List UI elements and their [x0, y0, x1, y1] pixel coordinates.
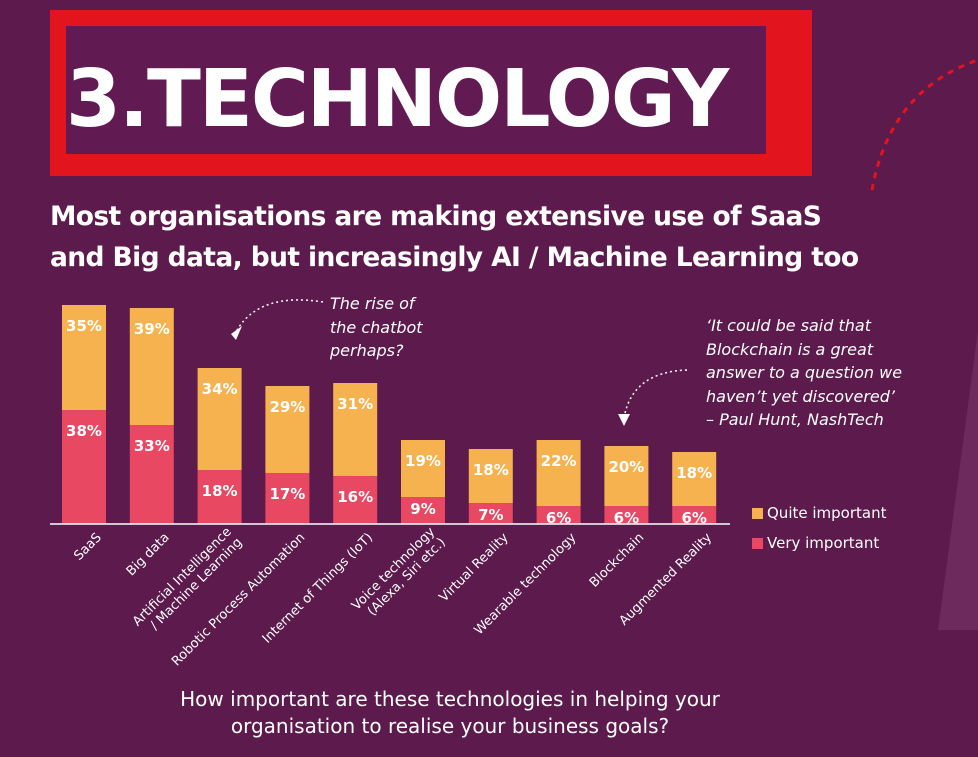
x-tick-label: SaaS: [71, 530, 105, 564]
bar-quite-important: [536, 440, 581, 506]
bar-very-important: [197, 470, 242, 524]
data-label-quite-important: 22%: [541, 452, 577, 470]
data-label-quite-important: 34%: [202, 380, 238, 398]
question-line: organisation to realise your business go…: [230, 714, 670, 738]
bar-very-important: [401, 497, 445, 524]
bar-very-important: [536, 506, 581, 524]
bar-very-important: [468, 503, 513, 524]
quote-line: Blockchain is a great: [706, 339, 874, 359]
bar-quite-important: [333, 383, 378, 476]
data-label-very-important: 9%: [410, 500, 435, 518]
x-tick-label: Blockchain: [587, 530, 647, 590]
x-tick-label-line: Internet of Things (IoT): [260, 530, 376, 646]
annotation-line: the chatbot: [330, 317, 423, 337]
stacked-bar-chart: 35% 38% 39% 33% 34% 18% 29% 17% 31% 16% 19% 9% 18% 7%…: [50, 299, 730, 669]
data-label-very-important: 16%: [337, 488, 373, 506]
data-label-very-important: 6%: [681, 509, 706, 527]
blockchain-quote: ‘It could be said that Blockchain is a g…: [706, 314, 966, 432]
legend-item-very-important: Very important: [752, 528, 886, 558]
legend-swatch: [752, 537, 763, 549]
bar-very-important: [604, 506, 649, 524]
x-tick-label-line: Big data: [124, 530, 173, 579]
blockchain-arrowhead: [618, 414, 630, 426]
x-tick-label-line: SaaS: [71, 530, 105, 564]
bar-quite-important: [197, 368, 242, 470]
x-tick-label-line: Virtual Reality: [437, 530, 512, 605]
x-tick-label: Internet of Things (IoT): [260, 530, 376, 646]
legend-item-quite-important: Quite important: [752, 498, 886, 528]
legend-label: Quite important: [767, 504, 887, 522]
data-label-very-important: 7%: [478, 506, 503, 524]
decorative-slash-shape: [938, 330, 978, 630]
bar-quite-important: [265, 386, 310, 473]
quote-line: ‘It could be said that: [706, 316, 871, 335]
data-label-quite-important: 39%: [134, 320, 170, 338]
chatbot-arrowhead: [231, 326, 242, 340]
legend-label: Very important: [767, 534, 880, 552]
bar-very-important: [265, 473, 310, 524]
quote-line: answer to a question we: [706, 363, 903, 382]
data-label-quite-important: 35%: [66, 317, 102, 335]
data-label-quite-important: 20%: [608, 458, 644, 476]
bar-quite-important: [401, 440, 445, 497]
bar-very-important: [129, 425, 174, 524]
data-label-quite-important: 19%: [405, 452, 441, 470]
data-label-very-important: 6%: [546, 509, 571, 527]
title-banner-inner: [66, 26, 766, 154]
page-subtitle: Most organisations are making extensive …: [50, 196, 930, 278]
bar-very-important: [333, 476, 378, 524]
annotation-line: perhaps?: [330, 341, 404, 360]
chart-legend: Quite important Very important: [752, 498, 886, 558]
data-label-very-important: 38%: [66, 422, 102, 440]
chatbot-annotation: The rise of the chatbot perhaps?: [330, 292, 470, 363]
x-tick-label: Big data: [124, 530, 173, 579]
data-label-very-important: 6%: [614, 509, 639, 527]
bar-very-important: [62, 410, 106, 524]
data-label-quite-important: 18%: [676, 464, 712, 482]
bar-quite-important: [468, 449, 513, 503]
bar-very-important: [672, 506, 717, 524]
page-title: 3.TECHNOLOGY: [66, 53, 729, 145]
data-label-very-important: 17%: [269, 485, 305, 503]
bar-quite-important: [672, 452, 717, 506]
subtitle-line-1: Most organisations are making extensive …: [50, 201, 822, 232]
data-label-quite-important: 31%: [337, 395, 373, 413]
quote-attribution: – Paul Hunt, NashTech: [706, 410, 884, 429]
data-label-very-important: 33%: [134, 437, 170, 455]
bar-quite-important: [604, 446, 649, 506]
x-tick-label: Artificial Intelligence/ Machine Learnin…: [130, 525, 245, 640]
blockchain-arrow: [623, 369, 688, 419]
x-tick-label: Virtual Reality: [437, 530, 512, 605]
bar-quite-important: [129, 308, 174, 425]
chart-bars: 35% 38% 39% 33% 34% 18% 29% 17% 31% 16% 19% 9% 18% 7%…: [62, 305, 717, 527]
quote-line: haven’t yet discovered’: [706, 386, 896, 406]
chatbot-arrow: [236, 299, 324, 331]
annotation-line: The rise of: [330, 294, 415, 313]
data-label-quite-important: 29%: [269, 398, 305, 416]
data-label-quite-important: 18%: [473, 461, 509, 479]
question-line: How important are these technologies in …: [180, 687, 720, 711]
subtitle-line-2: and Big data, but increasingly AI / Mach…: [50, 242, 859, 273]
data-label-very-important: 18%: [202, 482, 238, 500]
bar-quite-important: [62, 305, 106, 410]
legend-swatch: [752, 507, 763, 519]
survey-question: How important are these technologies in …: [150, 686, 750, 740]
x-tick-label-line: Blockchain: [587, 530, 647, 590]
